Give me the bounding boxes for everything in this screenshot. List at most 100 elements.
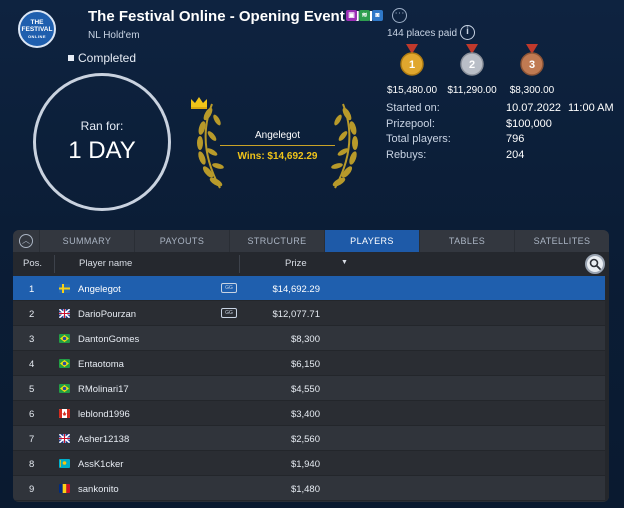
- tournament-badges: ▣ ≋ ◙: [346, 10, 383, 21]
- row-player-name: AssK1cker: [78, 459, 124, 470]
- row-player-name: leblond1996: [78, 409, 130, 420]
- medal-amount: $11,290.00: [447, 85, 497, 96]
- tab-structure[interactable]: STRUCTURE: [229, 230, 324, 252]
- table-row[interactable]: 2 DarioPourzan GG $12,077.71: [13, 301, 609, 326]
- flag-sweden-icon: [59, 284, 70, 293]
- search-icon: [589, 258, 601, 270]
- medal-amount: $15,480.00: [386, 85, 438, 96]
- tab-summary[interactable]: SUMMARY: [39, 230, 134, 252]
- row-prize: $4,550: [290, 384, 320, 395]
- table-row[interactable]: 5 RMolinari17 $4,550: [13, 376, 609, 401]
- row-position: 1: [29, 284, 35, 295]
- table-row[interactable]: 3 DantonGomes $8,300: [13, 326, 609, 351]
- flag-brazil-icon: [59, 359, 70, 368]
- gg-network-icon: GG: [221, 308, 237, 318]
- row-position: 6: [29, 409, 35, 420]
- status-square-icon: [68, 55, 74, 61]
- started-date: 10.07.2022: [506, 102, 562, 114]
- tournament-title: The Festival Online - Opening Event NLH: [88, 8, 380, 25]
- column-divider: [54, 255, 55, 273]
- duration-circle: Ran for: 1 DAY: [33, 73, 171, 211]
- crown-icon: [191, 97, 207, 109]
- row-player-name: DantonGomes: [78, 334, 140, 345]
- bounty-icon: ◙: [372, 10, 383, 21]
- column-pos[interactable]: Pos.: [23, 258, 43, 269]
- rebuys-value: 204: [506, 148, 525, 161]
- collapse-button[interactable]: ︿: [13, 230, 39, 252]
- flag-brazil-icon: [59, 384, 70, 393]
- tab-bar: ︿ SUMMARY PAYOUTS STRUCTURE PLAYERS TABL…: [13, 230, 609, 252]
- row-prize: $2,560: [290, 434, 320, 445]
- row-position: 2: [29, 309, 35, 320]
- logo-line: THE: [30, 18, 44, 26]
- ggpoker-icon: ≋: [359, 10, 370, 21]
- winner-name[interactable]: Angelegot: [254, 130, 301, 141]
- players-list: 1 Angelegot GG $14,692.29 2 DarioPourzan…: [13, 276, 609, 501]
- tab-satellites[interactable]: SATELLITES: [514, 230, 609, 252]
- row-prize: $8,300: [290, 334, 320, 345]
- row-position: 7: [29, 434, 35, 445]
- ran-for-label: Ran for:: [80, 119, 124, 133]
- table-row[interactable]: 1 Angelegot GG $14,692.29: [13, 276, 609, 301]
- row-player-name: Angelegot: [78, 284, 121, 295]
- sort-caret-icon[interactable]: ▼: [341, 259, 348, 266]
- medal-rank: 2: [469, 59, 475, 71]
- row-player-name: RMolinari17: [78, 384, 129, 395]
- row-player-name: DarioPourzan: [78, 309, 137, 320]
- total-players-value: 796: [506, 133, 525, 145]
- scrollbar[interactable]: [605, 276, 609, 502]
- row-prize: $14,692.29: [272, 284, 320, 295]
- winner-divider: [220, 145, 335, 146]
- medal-first: 1 $15,480.00: [382, 44, 442, 96]
- row-prize: $6,150: [290, 359, 320, 370]
- logo-line: ONLINE: [27, 33, 47, 39]
- row-position: 9: [29, 484, 35, 495]
- laurel-wreath-icon: [197, 103, 358, 189]
- row-prize: $3,400: [290, 409, 320, 420]
- flag-kazakhstan-icon: [59, 459, 70, 468]
- tab-players[interactable]: PLAYERS: [324, 230, 419, 252]
- lobby-panel: ︿ SUMMARY PAYOUTS STRUCTURE PLAYERS TABL…: [13, 230, 609, 502]
- winner-winnings: Wins: $14,692.29: [237, 151, 318, 162]
- row-prize: $1,480: [290, 484, 320, 495]
- ellipsis-icon[interactable]: ⋯: [392, 8, 407, 23]
- tab-payouts[interactable]: PAYOUTS: [134, 230, 229, 252]
- table-row[interactable]: 7 Asher12138 $2,560: [13, 426, 609, 451]
- row-player-name: Asher12138: [78, 434, 130, 445]
- game-type: NL Hold'em: [88, 30, 140, 41]
- started-time: 11:00 AM: [568, 102, 614, 114]
- table-header: Pos. Player name Prize ▼: [13, 252, 609, 276]
- info-icon[interactable]: i: [460, 25, 475, 40]
- prizepool-value: $100,000: [506, 117, 552, 130]
- bronze-medal-icon: 3: [520, 44, 544, 76]
- tab-tables[interactable]: TABLES: [419, 230, 514, 252]
- table-row[interactable]: 9 sankonito $1,480: [13, 476, 609, 501]
- places-paid: 144 places paid: [387, 28, 458, 39]
- festival-logo: THE FESTIVAL ONLINE: [18, 10, 56, 48]
- table-row[interactable]: 6 leblond1996 $3,400: [13, 401, 609, 426]
- total-players-label: Total players:: [386, 133, 451, 145]
- flag-brazil-icon: [59, 334, 70, 343]
- flag-canada-icon: [59, 409, 70, 418]
- gold-medal-icon: 1: [400, 44, 424, 76]
- ticket-icon: ▣: [346, 10, 357, 21]
- rebuys-label: Rebuys:: [386, 148, 427, 161]
- table-row[interactable]: 8 AssK1cker $1,940: [13, 451, 609, 476]
- column-player-name[interactable]: Player name: [79, 258, 133, 269]
- flag-united-kingdom-icon: [59, 434, 70, 443]
- medal-rank: 3: [529, 59, 535, 71]
- flag-romania-icon: [59, 484, 70, 493]
- medal-rank: 1: [409, 59, 415, 71]
- silver-medal-icon: 2: [460, 44, 484, 76]
- winner-card: Angelegot Wins: $14,692.29: [190, 96, 365, 192]
- search-button[interactable]: [585, 254, 605, 274]
- column-prize[interactable]: Prize: [285, 258, 307, 269]
- logo-line: FESTIVAL: [21, 25, 53, 33]
- table-row[interactable]: 4 Entaotoma $6,150: [13, 351, 609, 376]
- row-position: 4: [29, 359, 35, 370]
- ran-for-value: 1 DAY: [68, 137, 136, 164]
- status-label: Completed: [78, 51, 137, 65]
- medal-second: 2 $11,290.00: [442, 44, 502, 96]
- gg-network-icon: GG: [221, 283, 237, 293]
- row-prize: $1,940: [290, 459, 320, 470]
